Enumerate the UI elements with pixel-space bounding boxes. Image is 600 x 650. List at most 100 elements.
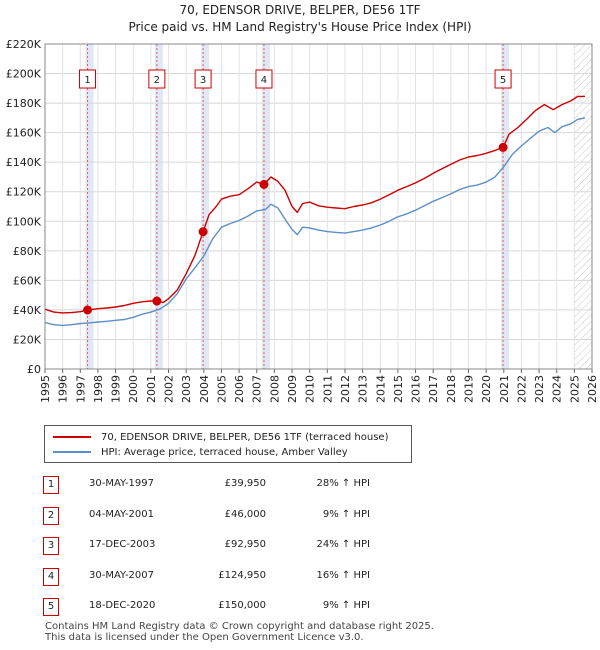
legend-label-property: 70, EDENSOR DRIVE, BELPER, DE56 1TF (ter…: [101, 431, 389, 443]
sale-hpi-change: 9% ↑ HPI: [322, 508, 370, 520]
property-price-line: [44, 95, 585, 314]
x-tick-label: 2013: [357, 375, 370, 403]
sale-price: £39,950: [224, 478, 266, 489]
sale-row: 1 30-MAY-1997 £39,950 28% ↑ HPI: [0, 476, 600, 496]
x-tick-label: 1996: [57, 375, 70, 403]
sale-number-label-1: 1: [84, 75, 90, 86]
sale-number: 3: [43, 537, 59, 555]
y-tick-label: £220K: [6, 38, 42, 51]
x-tick-label: 2011: [321, 375, 334, 403]
legend-line-red: [53, 436, 91, 438]
sale-price: £150,000: [218, 600, 266, 611]
y-tick-label: £80K: [13, 245, 42, 258]
sale-number-box-5: [494, 69, 512, 89]
x-tick-label: 2014: [374, 375, 387, 403]
sale-price: £124,950: [218, 569, 266, 581]
chart-legend: 70, EDENSOR DRIVE, BELPER, DE56 1TF (ter…: [44, 425, 412, 463]
x-tick-label: 2005: [215, 375, 228, 403]
sale-price: £92,950: [224, 539, 266, 550]
sale-hpi-change: 16% ↑ HPI: [316, 569, 370, 581]
sale-number-label-2: 2: [154, 75, 160, 86]
sale-number: 4: [43, 567, 59, 586]
sale-point-5: [498, 142, 508, 152]
footer-copyright: Contains HM Land Registry data © Crown c…: [45, 621, 434, 632]
x-tick-label: 2000: [127, 375, 140, 403]
y-tick-label: £200K: [6, 68, 42, 81]
sale-hpi-change: 24% ↑ HPI: [316, 539, 370, 550]
sale-row: 5 18-DEC-2020 £150,000 9% ↑ HPI: [0, 598, 600, 618]
price-chart: £0 £20K £40K £60K £80K £100K £120K £140K £160K £1…: [6, 3, 599, 403]
sale-band-1: [85, 44, 94, 369]
x-tick-label: 2017: [427, 375, 440, 403]
sale-date: 17-DEC-2003: [89, 539, 156, 550]
sale-row: 2 04-MAY-2001 £46,000 9% ↑ HPI: [0, 506, 600, 527]
sale-point-3: [198, 227, 208, 237]
legend-line-blue: [53, 451, 91, 453]
x-tick-label: 2007: [251, 375, 264, 403]
sale-hpi-change: 28% ↑ HPI: [316, 478, 370, 489]
sale-band-2: [154, 44, 163, 369]
x-tick-label: 2010: [304, 375, 317, 403]
sale-number-label-4: 4: [261, 75, 267, 86]
x-tick-label: 1998: [92, 375, 105, 403]
x-tick-label: 2021: [498, 375, 511, 403]
sale-number-box-2: [148, 69, 166, 89]
sale-number: 1: [43, 476, 59, 494]
sale-number: 5: [43, 598, 59, 616]
x-tick-label: 1995: [39, 375, 52, 403]
x-tick-label: 2012: [339, 375, 352, 403]
sale-point-4: [259, 179, 269, 189]
plot-frame: [44, 43, 593, 370]
forecast-hatch: [574, 44, 592, 369]
x-tick-label: 2004: [198, 375, 211, 403]
sale-date: 30-MAY-2007: [89, 569, 155, 581]
sale-point-2: [152, 296, 162, 306]
x-tick-label: 2015: [392, 375, 405, 403]
footer: Contains HM Land Registry data © Crown c…: [45, 621, 434, 643]
sale-number-box-3: [194, 69, 212, 89]
sale-date: 04-MAY-2001: [89, 508, 155, 520]
legend-item-property: 70, EDENSOR DRIVE, BELPER, DE56 1TF (ter…: [53, 430, 388, 444]
sale-number: 2: [43, 506, 59, 525]
legend-item-hpi: HPI: Average price, terraced house, Ambe…: [53, 445, 348, 459]
x-tick-label: 2003: [180, 375, 193, 403]
y-tick-label: £120K: [6, 186, 42, 199]
x-tick-label: 2026: [586, 375, 599, 403]
y-tick-label: £60K: [13, 274, 42, 287]
x-tick-label: 2019: [462, 375, 475, 403]
x-tick-label: 2025: [568, 375, 581, 403]
y-tick-label: £100K: [6, 215, 42, 228]
y-tick-label: £180K: [6, 97, 42, 110]
x-tick-label: 1997: [74, 375, 87, 403]
y-tick-label: £20K: [13, 333, 42, 346]
sale-band-3: [201, 44, 210, 369]
y-tick-label: £40K: [13, 304, 42, 317]
chart-title: 70, EDENSOR DRIVE, BELPER, DE56 1TF: [179, 3, 420, 17]
sale-hpi-change: 9% ↑ HPI: [322, 600, 370, 611]
x-tick-label: 2006: [233, 375, 246, 403]
x-tick-label: 2023: [533, 375, 546, 403]
sale-point-1: [83, 305, 93, 315]
y-tick-label: £160K: [6, 127, 42, 140]
sale-number-box-4: [255, 69, 273, 89]
chart-subtitle: Price paid vs. HM Land Registry's House …: [128, 20, 471, 34]
x-tick-label: 2020: [480, 375, 493, 403]
sale-number-label-3: 3: [200, 75, 206, 86]
sale-number-label-5: 5: [500, 75, 506, 86]
x-tick-label: 2001: [145, 375, 158, 403]
sale-date: 18-DEC-2020: [89, 600, 156, 611]
sale-price: £46,000: [224, 508, 266, 520]
x-tick-label: 2022: [515, 375, 528, 403]
sale-row: 4 30-MAY-2007 £124,950 16% ↑ HPI: [0, 567, 600, 588]
legend-label-hpi: HPI: Average price, terraced house, Ambe…: [101, 446, 348, 458]
x-tick-label: 1999: [110, 375, 123, 403]
x-tick-label: 2009: [286, 375, 299, 403]
y-tick-label: £0: [27, 363, 41, 376]
hpi-line: [44, 117, 586, 327]
x-tick-label: 2016: [410, 375, 423, 403]
sale-band-4: [261, 44, 270, 369]
x-tick-label: 2008: [268, 375, 281, 403]
sale-band-5: [501, 44, 510, 369]
sale-number-box-1: [79, 69, 97, 89]
y-tick-label: £140K: [6, 156, 42, 169]
